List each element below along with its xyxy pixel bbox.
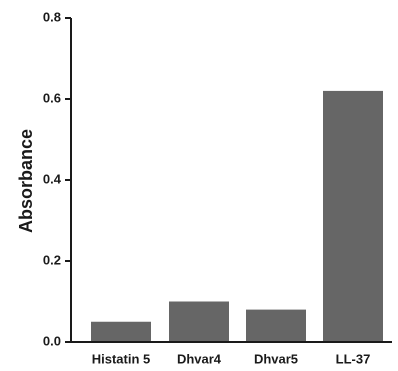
y-tick-label: 0.0: [43, 333, 61, 348]
bar-ll-37: [323, 90, 383, 343]
y-axis-label: Absorbance: [16, 129, 36, 233]
x-tick-label: LL-37: [336, 351, 371, 366]
x-tick-label: Dhvar5: [254, 351, 298, 366]
bar-dhvar5: [246, 309, 306, 342]
plot-area: 0.0 0.2 0.4 0.6 0.8 Histatin 5 Dhvar4 Dhvar5 LL-…: [43, 9, 392, 366]
y-tick-label: 0.6: [43, 90, 61, 105]
y-tick-label: 0.8: [43, 9, 61, 24]
bar-histatin-5: [91, 321, 151, 342]
y-tick-label: 0.4: [43, 171, 62, 186]
x-tick-label: Histatin 5: [92, 351, 151, 366]
y-tick-label: 0.2: [43, 252, 61, 267]
bar-dhvar4: [169, 301, 229, 342]
x-tick-label: Dhvar4: [177, 351, 222, 366]
